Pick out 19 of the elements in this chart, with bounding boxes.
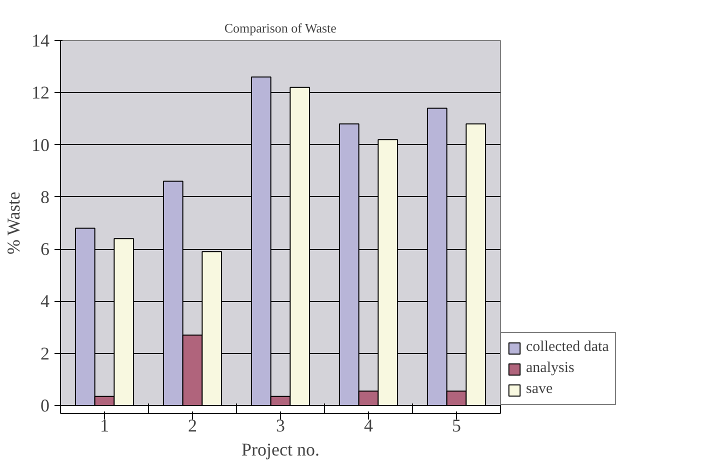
y-tick-label: 12 (32, 82, 50, 103)
legend-label: collected data (526, 339, 609, 356)
y-tick-label: 0 (40, 396, 50, 416)
legend-label: analysis (526, 360, 574, 377)
legend-label: save (526, 381, 553, 398)
y-tick-label: 10 (32, 134, 50, 155)
y-tick-label: 14 (32, 30, 50, 50)
x-axis-title: Project no. (242, 440, 320, 460)
x-tick-label: 5 (452, 416, 461, 436)
y-tick-label: 2 (40, 343, 50, 364)
x-tick-label: 2 (188, 416, 197, 436)
y-tick-label: 8 (40, 186, 50, 207)
x-tick-label: 3 (276, 416, 285, 436)
y-tick-label: 6 (40, 239, 50, 260)
chart-title: Comparison of Waste (224, 20, 337, 36)
x-tick-label: 1 (100, 416, 109, 436)
y-axis-title: % Waste (4, 192, 24, 255)
y-tick-label: 4 (40, 291, 50, 312)
x-tick-label: 4 (364, 416, 373, 436)
